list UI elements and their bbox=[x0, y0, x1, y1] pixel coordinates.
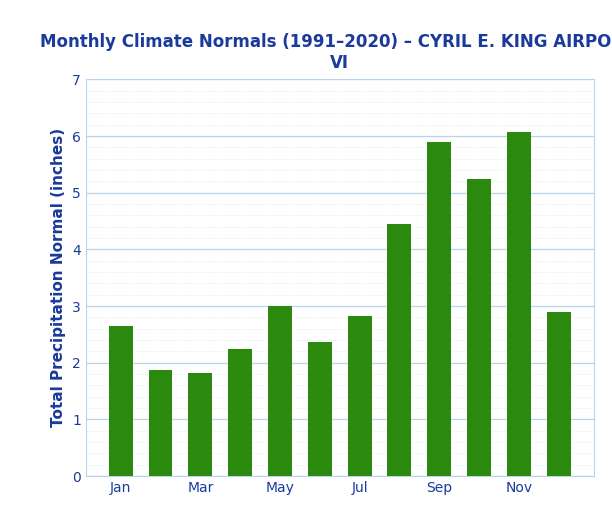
Bar bbox=[427, 142, 451, 476]
Bar bbox=[228, 349, 252, 476]
Title: Monthly Climate Normals (1991–2020) – CYRIL E. KING AIRPORT,
VI: Monthly Climate Normals (1991–2020) – CY… bbox=[40, 33, 612, 72]
Bar bbox=[149, 370, 173, 476]
Bar bbox=[387, 224, 411, 476]
Bar bbox=[547, 312, 570, 476]
Bar bbox=[109, 326, 133, 476]
Bar bbox=[308, 342, 332, 476]
Bar bbox=[268, 306, 292, 476]
Bar bbox=[188, 373, 212, 476]
Bar bbox=[348, 316, 371, 476]
Y-axis label: Total Precipitation Normal (inches): Total Precipitation Normal (inches) bbox=[51, 128, 66, 427]
Bar bbox=[467, 179, 491, 476]
Bar bbox=[507, 132, 531, 476]
